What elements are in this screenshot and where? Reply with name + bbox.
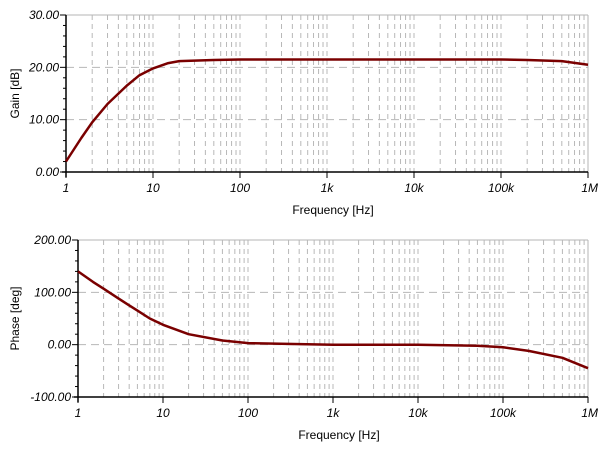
x-tick-label: 1 (75, 406, 82, 420)
x-tick-label: 10 (156, 406, 170, 420)
y-tick-label: 200.00 (33, 233, 71, 247)
gain-chart: 0.00 10.00 20.00 30.00 1 10 100 1k 10k 100k 1M Freq… (8, 8, 598, 217)
x-axis-title: Frequency [Hz] (292, 203, 373, 217)
y-axis-title: Gain [dB] (8, 68, 22, 118)
x-tick-label: 100k (488, 181, 515, 195)
y-tick-label: -100.00 (30, 390, 71, 404)
x-tick-label: 1k (327, 406, 341, 420)
y-tick-label: 100.00 (34, 285, 71, 299)
x-tick-label: 10k (408, 406, 428, 420)
phase-chart: -100.00 0.00 100.00 200.00 1 10 100 1k 10k 100k 1M… (8, 233, 598, 442)
phase-curve (77, 270, 589, 370)
x-axis-title: Frequency [Hz] (298, 428, 379, 442)
gain-curve (64, 58, 589, 163)
y-axis-title: Phase [deg] (8, 286, 22, 350)
y-tick-label: 30.00 (29, 8, 59, 22)
x-tick-label: 100 (238, 406, 258, 420)
x-tick-label: 10 (146, 181, 160, 195)
y-tick-label: 20.00 (28, 60, 59, 74)
x-tick-label: 1M (581, 406, 598, 420)
y-tick-label: 0.00 (36, 165, 60, 179)
x-tick-label: 1k (321, 181, 335, 195)
y-tick-label: 0.00 (48, 338, 72, 352)
x-tick-label: 1 (63, 181, 70, 195)
x-tick-label: 10k (404, 181, 424, 195)
x-tick-label: 100k (490, 406, 517, 420)
y-tick-label: 10.00 (29, 113, 59, 127)
x-tick-label: 100 (230, 181, 250, 195)
x-tick-label: 1M (581, 181, 598, 195)
